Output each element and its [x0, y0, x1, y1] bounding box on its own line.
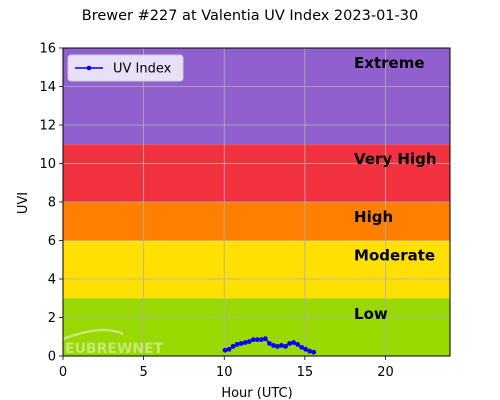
x-axis-ticks: 0 5 10 15 20 [59, 356, 394, 380]
data-point [283, 343, 288, 349]
eubrewnet-watermark: EUBREWNET [62, 328, 164, 357]
data-point [230, 343, 236, 349]
x-tick-label: 10 [216, 365, 233, 380]
data-point [287, 341, 292, 346]
data-point [246, 339, 252, 344]
band-label-moderate: Moderate [354, 246, 435, 264]
y-tick-label: 14 [39, 80, 56, 95]
chart-title: Brewer #227 at Valentia UV Index 2023-01… [82, 8, 418, 24]
y-tick-label: 8 [48, 196, 56, 211]
y-tick-label: 4 [48, 273, 56, 288]
y-tick-label: 6 [48, 234, 56, 249]
data-point [234, 342, 240, 347]
data-point [295, 342, 301, 347]
legend: UV Index [67, 54, 184, 82]
y-tick-label: 2 [48, 311, 56, 326]
y-axis-label: UVI [16, 192, 31, 214]
band-label-low: Low [354, 305, 388, 323]
data-point [291, 340, 296, 345]
data-point [250, 337, 256, 343]
band-label-high: High [354, 208, 393, 226]
data-point [267, 341, 272, 346]
y-tick-label: 0 [48, 350, 56, 365]
data-point [275, 343, 280, 349]
data-point [242, 340, 248, 345]
data-point [254, 337, 260, 343]
y-tick-label: 16 [39, 42, 56, 57]
band-labels: Low Moderate High Very High Extreme [354, 54, 436, 323]
data-point [258, 337, 264, 343]
data-point [238, 341, 244, 346]
x-tick-label: 0 [59, 365, 67, 380]
legend-box [67, 54, 184, 82]
legend-marker-swatch [86, 65, 92, 71]
legend-label: UV Index [113, 62, 172, 77]
data-point [262, 336, 268, 342]
x-tick-label: 15 [297, 365, 314, 380]
y-tick-label: 12 [39, 119, 56, 134]
data-point [226, 346, 232, 352]
x-axis-label: Hour (UTC) [221, 386, 292, 400]
x-tick-label: 5 [139, 365, 147, 380]
x-tick-label: 20 [377, 365, 394, 380]
data-point [279, 343, 284, 348]
watermark-arc [62, 328, 124, 341]
band-label-extreme: Extreme [354, 54, 424, 72]
uv-index-series [222, 336, 317, 355]
band-label-very-high: Very High [354, 150, 436, 168]
watermark-text: EUBREWNET [65, 341, 164, 357]
y-axis-ticks: 0 2 4 6 8 10 12 14 16 [39, 42, 63, 365]
data-point [299, 344, 305, 350]
data-point [311, 349, 317, 355]
data-point [222, 347, 228, 353]
data-point [271, 343, 276, 348]
data-point [303, 346, 309, 352]
y-tick-label: 10 [39, 157, 56, 172]
data-point [307, 348, 313, 354]
